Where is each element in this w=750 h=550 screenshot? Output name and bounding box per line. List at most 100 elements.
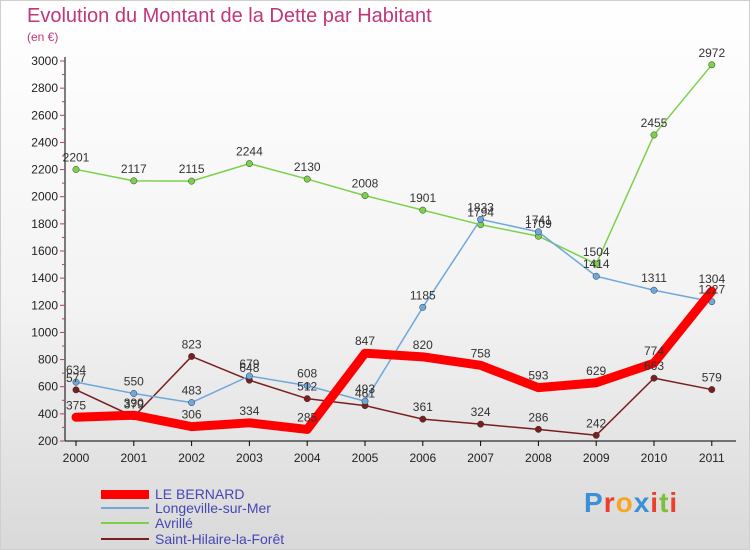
logo-letter: r: [603, 487, 616, 518]
data-label-longeville-sur-mer: 1741: [525, 213, 552, 227]
data-point-longeville-sur-mer: [245, 372, 253, 380]
y-tick-label: 2800: [31, 81, 58, 95]
data-label-saint-hilaire-la-foret: 579: [702, 371, 722, 385]
data-point-saint-hilaire-la-foret: [188, 353, 196, 360]
y-tick-label: 3000: [31, 54, 58, 68]
x-tick-label: 2002: [178, 451, 205, 465]
legend-item-avrille: Avrillé: [101, 515, 193, 531]
data-point-avrille: [188, 177, 196, 185]
data-label-avrille: 2008: [352, 177, 379, 191]
x-tick-label: 2000: [63, 451, 90, 465]
logo-letter: o: [615, 487, 634, 518]
data-label-le-bernard: 1304: [698, 272, 725, 286]
data-point-longeville-sur-mer: [188, 399, 196, 407]
data-point-longeville-sur-mer: [419, 303, 427, 311]
data-label-longeville-sur-mer: 1833: [467, 200, 494, 214]
data-label-avrille: 1794: [467, 206, 494, 220]
data-point-avrille: [419, 206, 427, 214]
data-label-avrille: 1709: [525, 217, 552, 231]
data-label-longeville-sur-mer: 1185: [410, 288, 436, 302]
x-tick-label: 2010: [641, 451, 668, 465]
legend-item-le-bernard: LE BERNARD: [101, 486, 244, 502]
x-tick-label: 2001: [120, 451, 147, 465]
data-label-longeville-sur-mer: 483: [182, 384, 202, 398]
y-tick-label: 400: [38, 407, 58, 421]
y-tick-label: 1600: [31, 244, 58, 258]
legend-label-le-bernard: LE BERNARD: [155, 486, 245, 502]
data-point-saint-hilaire-la-foret: [650, 374, 658, 382]
data-point-longeville-sur-mer: [534, 228, 542, 236]
legend-swatch-avrille: [101, 522, 149, 524]
data-label-avrille: 2201: [63, 150, 90, 164]
data-label-avrille: 1901: [409, 191, 436, 205]
x-tick-label: 2004: [294, 451, 321, 465]
y-tick-label: 1800: [31, 217, 58, 231]
data-label-saint-hilaire-la-foret: 361: [413, 400, 433, 414]
data-point-longeville-sur-mer: [72, 378, 80, 386]
data-label-le-bernard: 593: [528, 369, 548, 383]
y-tick-label: 600: [38, 380, 58, 394]
data-point-avrille: [303, 175, 311, 183]
data-point-saint-hilaire-la-foret: [592, 431, 600, 439]
data-label-avrille: 2455: [641, 116, 668, 130]
data-label-avrille: 2130: [294, 160, 321, 174]
data-label-longeville-sur-mer: 1311: [641, 271, 667, 285]
data-point-longeville-sur-mer: [303, 382, 311, 390]
x-tick-label: 2007: [467, 451, 494, 465]
data-point-avrille: [708, 61, 716, 69]
series-line-saint-hilaire-la-foret: [75, 355, 713, 437]
y-tick-label: 800: [38, 353, 58, 367]
legend-label-longeville: Longeville-sur-Mer: [155, 500, 271, 516]
data-label-saint-hilaire-la-foret: 461: [355, 387, 375, 401]
data-label-le-bernard: 390: [124, 396, 144, 410]
data-label-saint-hilaire-la-foret: 648: [239, 361, 259, 375]
data-label-longeville-sur-mer: 608: [297, 367, 317, 381]
y-tick-label: 200: [38, 434, 58, 448]
data-label-longeville-sur-mer: 493: [355, 382, 375, 396]
data-label-saint-hilaire-la-foret: 242: [586, 416, 606, 430]
legend-item-saint-hilaire: Saint-Hilaire-la-Forêt: [101, 531, 284, 547]
logo-letter: i: [650, 487, 660, 518]
data-point-avrille: [650, 131, 658, 139]
logo-letter: i: [669, 487, 679, 518]
data-label-saint-hilaire-la-foret: 577: [66, 371, 86, 385]
x-tick-label: 2003: [236, 451, 263, 465]
legend-label-saint-hilaire: Saint-Hilaire-la-Forêt: [155, 531, 285, 547]
data-point-longeville-sur-mer: [130, 390, 138, 397]
data-point-longeville-sur-mer: [650, 286, 658, 294]
line-chart: 200 400 600 800 1000 1200 1400 1600 1800 2000 2200…: [31, 46, 736, 465]
data-point-avrille: [72, 165, 80, 173]
data-label-le-bernard: 774: [644, 344, 664, 358]
y-tick-label: 2400: [31, 135, 58, 149]
data-label-avrille: 2972: [698, 46, 725, 60]
legend-swatch-saint-hilaire: [101, 538, 149, 540]
data-label-saint-hilaire-la-foret: 379: [124, 398, 144, 412]
data-point-saint-hilaire-la-foret: [477, 420, 485, 428]
data-point-longeville-sur-mer: [361, 397, 369, 405]
x-tick-label: 2011: [699, 451, 725, 465]
y-tick-label: 1200: [31, 298, 58, 312]
data-label-saint-hilaire-la-foret: 324: [471, 405, 491, 419]
data-label-longeville-sur-mer: 634: [66, 363, 86, 377]
legend-item-longeville: Longeville-sur-Mer: [101, 500, 271, 516]
data-label-le-bernard: 820: [413, 338, 433, 352]
legend-swatch-le-bernard: [101, 489, 149, 499]
x-tick-label: 2008: [525, 451, 552, 465]
proxiti-logo: Proxiti: [584, 487, 678, 519]
data-label-avrille: 2115: [179, 162, 205, 176]
x-tick-label: 2005: [352, 451, 379, 465]
data-label-le-bernard: 285: [297, 410, 317, 424]
data-label-le-bernard: 306: [182, 408, 202, 422]
data-point-avrille: [130, 177, 138, 185]
data-label-saint-hilaire-la-foret: 286: [528, 410, 548, 424]
data-point-longeville-sur-mer: [592, 272, 600, 280]
y-tick-label: 2000: [31, 190, 58, 204]
series-line-avrille: [75, 64, 713, 265]
legend-label-avrille: Avrillé: [155, 515, 193, 531]
x-tick-label: 2006: [409, 451, 436, 465]
y-tick-label: 1000: [31, 325, 58, 339]
data-point-saint-hilaire-la-foret: [708, 386, 716, 394]
data-label-le-bernard: 629: [586, 364, 606, 378]
data-label-le-bernard: 334: [239, 404, 259, 418]
